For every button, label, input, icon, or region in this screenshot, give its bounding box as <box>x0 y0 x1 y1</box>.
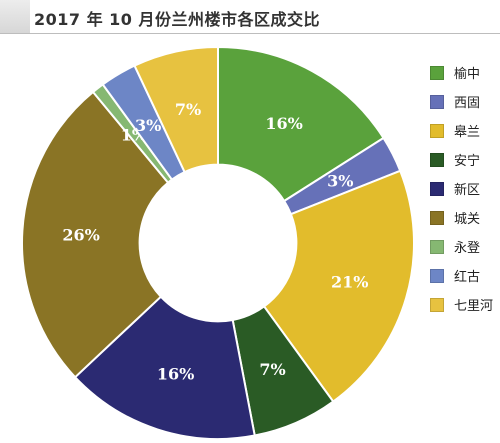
legend-swatch <box>430 94 444 109</box>
slice-5 <box>21 90 170 379</box>
slice-0 <box>217 45 385 203</box>
legend-label: 城关 <box>454 212 481 227</box>
legend-label: 安宁 <box>454 154 481 169</box>
slice-label-2: 21% <box>331 272 368 291</box>
legend-item-0: 榆中 <box>430 58 493 87</box>
legend-item-4: 新区 <box>430 174 493 203</box>
legend-item-5: 城关 <box>430 203 493 232</box>
slice-8 <box>133 45 219 174</box>
legend-item-8: 七里河 <box>430 290 493 319</box>
slice-label-4: 16% <box>157 364 194 383</box>
legend-label: 榆中 <box>454 67 481 82</box>
slice-label-1: 3% <box>327 172 353 191</box>
legend-swatch <box>430 268 444 283</box>
legend-label: 永登 <box>454 241 481 256</box>
chart-title: 2017 年 10 月份兰州楼市各区成交比 <box>34 10 321 29</box>
legend-swatch <box>430 152 444 167</box>
legend-label: 红古 <box>454 270 481 285</box>
slice-label-7: 3% <box>135 116 161 135</box>
slice-4 <box>73 295 256 440</box>
legend-swatch <box>430 65 444 80</box>
title-bar: 2017 年 10 月份兰州楼市各区成交比 <box>0 0 500 34</box>
legend-swatch <box>430 239 444 254</box>
legend-label: 新区 <box>454 183 481 198</box>
legend-item-3: 安宁 <box>430 145 493 174</box>
legend-swatch <box>430 181 444 196</box>
legend-item-1: 西固 <box>430 87 493 116</box>
legend-label: 七里河 <box>454 299 494 314</box>
slice-label-8: 7% <box>175 100 201 119</box>
legend-item-2: 皋兰 <box>430 116 493 145</box>
legend-label: 西固 <box>454 96 481 111</box>
legend-swatch <box>430 123 444 138</box>
legend-swatch <box>430 210 444 225</box>
legend-item-6: 永登 <box>430 232 493 261</box>
legend-swatch <box>430 297 444 312</box>
legend-item-7: 红古 <box>430 261 493 290</box>
slice-label-5: 26% <box>62 225 99 244</box>
slice-2 <box>262 169 415 403</box>
legend: 榆中西固皋兰安宁新区城关永登红古七里河 <box>430 58 493 319</box>
title-accent <box>0 0 30 33</box>
legend-label: 皋兰 <box>454 125 481 140</box>
slice-label-3: 7% <box>259 360 285 379</box>
slice-label-0: 16% <box>265 114 302 133</box>
